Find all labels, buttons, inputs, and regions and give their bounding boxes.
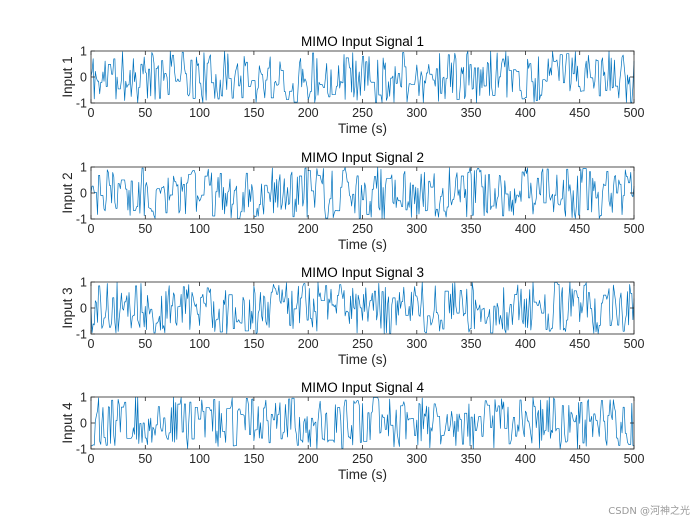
y-tick-label-3: 0 [80,302,87,316]
x-tick-label-4: 450 [569,452,590,466]
x-tick-label-2: 300 [406,222,427,236]
x-tick-label-4: 400 [515,452,536,466]
x-tick-label-1: 50 [138,106,152,120]
y-tick-label-1: 0 [80,71,87,85]
y-axis-label-4: Input 4 [60,402,75,444]
x-tick-label-4: 50 [138,452,152,466]
x-tick-label-1: 100 [189,106,210,120]
y-axis-label-3: Input 3 [60,287,75,328]
y-tick-label-3: 1 [80,276,87,290]
x-tick-label-2: 450 [569,222,590,236]
x-tick-label-1: 450 [569,106,590,120]
series-line-input-1 [90,50,635,104]
x-axis-label-1: Time (s) [338,121,387,136]
x-tick-label-4: 350 [461,452,482,466]
x-axis-label-3: Time (s) [338,352,387,367]
x-tick-label-1: 250 [352,106,373,120]
y-tick-label-1: -1 [76,97,87,111]
series-line-input-3 [90,281,635,335]
x-tick-label-2: 350 [461,222,482,236]
x-tick-label-1: 350 [461,106,482,120]
x-tick-label-2: 100 [189,222,210,236]
y-tick-label-2: -1 [76,213,87,227]
y-tick-label-2: 1 [80,161,87,175]
x-tick-label-2: 200 [298,222,319,236]
x-tick-label-4: 500 [624,452,645,466]
x-tick-label-2: 250 [352,222,373,236]
x-tick-label-4: 300 [406,452,427,466]
x-tick-label-1: 400 [515,106,536,120]
x-tick-label-1: 150 [243,106,264,120]
x-tick-label-3: 350 [461,337,482,351]
x-tick-label-2: 400 [515,222,536,236]
x-tick-label-3: 500 [624,337,645,351]
y-axis-label-1: Input 1 [60,56,75,97]
x-tick-label-4: 150 [243,452,264,466]
x-tick-label-3: 250 [352,337,373,351]
y-tick-label-4: 1 [80,391,87,405]
chart-title-1: MIMO Input Signal 1 [301,34,424,49]
y-tick-label-3: -1 [76,328,87,342]
y-tick-label-2: 0 [80,187,87,201]
x-tick-label-3: 400 [515,337,536,351]
x-tick-label-3: 200 [298,337,319,351]
x-tick-label-3: 100 [189,337,210,351]
x-tick-label-3: 50 [138,337,152,351]
x-tick-label-2: 500 [624,222,645,236]
x-tick-label-3: 300 [406,337,427,351]
series-line-input-2 [90,166,635,219]
x-tick-label-1: 500 [624,106,645,120]
x-tick-label-3: 450 [569,337,590,351]
x-tick-label-3: 0 [88,337,95,351]
y-tick-label-4: 0 [80,417,87,431]
x-tick-label-4: 0 [88,452,95,466]
x-tick-label-1: 200 [298,106,319,120]
x-tick-label-3: 150 [243,337,264,351]
x-tick-label-1: 0 [88,106,95,120]
x-tick-label-2: 0 [88,222,95,236]
x-tick-label-4: 100 [189,452,210,466]
y-tick-label-4: -1 [76,443,87,457]
x-tick-label-4: 200 [298,452,319,466]
x-axis-label-4: Time (s) [338,467,387,482]
watermark-text: CSDN @河神之光 [608,506,690,517]
chart-title-3: MIMO Input Signal 3 [301,265,424,280]
y-axis-label-2: Input 2 [60,172,75,213]
series-line-input-4 [90,396,634,450]
x-tick-label-2: 150 [243,222,264,236]
x-tick-label-1: 300 [406,106,427,120]
chart-title-4: MIMO Input Signal 4 [301,380,425,395]
y-tick-label-1: 1 [80,45,87,59]
x-tick-label-2: 50 [138,222,152,236]
x-tick-label-4: 250 [352,452,373,466]
x-axis-label-2: Time (s) [338,237,387,252]
chart-title-2: MIMO Input Signal 2 [301,150,424,165]
